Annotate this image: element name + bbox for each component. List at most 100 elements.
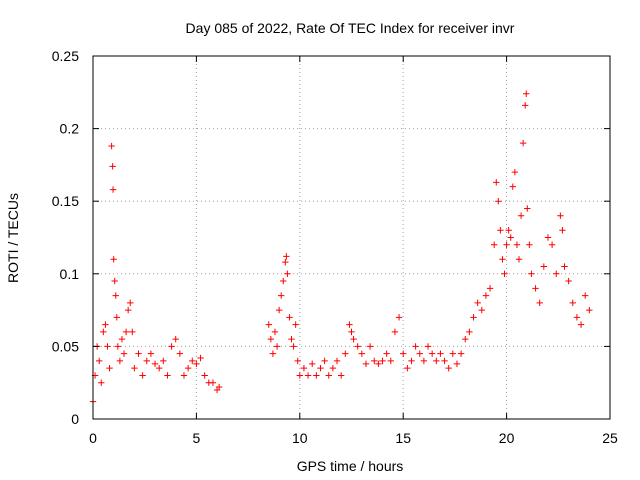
data-point [269,350,277,357]
data-point [147,350,155,357]
y-tick-label: 0.1 [60,266,80,282]
x-tick-label: 15 [395,430,411,446]
x-tick-label: 20 [499,430,515,446]
data-point [116,357,124,365]
data-point [189,357,196,365]
data-point [317,364,324,372]
data-point [290,343,297,350]
data-point [441,357,448,365]
data-point [462,335,469,343]
data-point [544,234,552,241]
data-point [113,314,120,321]
axis-ticks [92,55,611,420]
data-point [433,357,440,365]
data-point [565,277,572,285]
data-point [457,350,465,357]
data-point [569,299,576,307]
data-point [519,139,527,147]
data-point [135,350,142,357]
data-point [350,335,357,343]
data-point [573,314,581,321]
data-point [209,379,217,386]
data-point [528,270,535,277]
data-point [304,372,312,379]
data-point [383,350,390,357]
data-point [151,360,159,368]
data-point [96,357,103,365]
data-point [102,321,109,328]
data-point [499,256,506,263]
data-point [371,357,378,365]
data-point [176,350,184,357]
x-tick-label: 25 [602,430,618,446]
data-point [511,168,519,176]
data-point [309,360,316,368]
data-point [387,357,394,365]
data-point [362,360,370,368]
data-point [424,343,432,350]
data-point [548,241,556,248]
data-point [265,321,272,328]
data-point [127,299,134,307]
data-point [193,360,200,368]
data-point [505,227,512,234]
data-point [267,335,275,343]
data-point [104,343,111,350]
data-point [412,343,419,350]
data-point [296,372,303,379]
data-point [400,350,407,357]
data-point [348,328,355,336]
data-points [89,90,593,405]
data-point [553,270,560,277]
data-point [428,350,436,357]
data-point [503,241,510,248]
data-point [540,263,548,270]
data-point [515,256,523,263]
data-point [271,328,279,336]
data-point [509,183,517,190]
data-point [513,241,521,248]
data-point [526,241,533,248]
data-point [490,241,498,248]
data-point [172,335,179,343]
data-point [292,321,299,328]
data-point [557,212,564,219]
data-point [112,292,119,299]
data-point [437,350,444,357]
data-point [497,227,504,234]
data-point [449,350,457,357]
data-point [100,328,107,336]
data-point [143,357,150,365]
chart-title: Day 085 of 2022, Rate Of TEC Index for r… [186,20,515,36]
y-tick-label: 0.05 [52,338,79,354]
data-point [577,321,585,328]
data-point [284,270,291,277]
data-point [197,354,204,362]
data-point [110,256,117,263]
data-point [354,343,361,350]
data-point [109,186,117,193]
data-point [215,383,223,391]
data-point [325,372,332,379]
data-point [321,357,328,365]
data-point [180,372,188,379]
data-point [474,299,481,307]
data-point [329,364,337,372]
data-point [164,372,171,379]
data-point [358,350,366,357]
data-point [482,292,490,299]
data-point [375,360,382,368]
data-point [391,328,399,336]
data-point [416,350,423,357]
data-point [395,314,403,321]
data-point [286,314,293,321]
data-point [379,357,386,365]
data-point [470,314,477,321]
data-point [277,292,285,299]
data-point [466,328,473,336]
data-point [108,142,115,150]
data-point [522,102,529,109]
data-point [404,364,411,372]
data-point [536,299,543,307]
data-point [313,372,320,379]
